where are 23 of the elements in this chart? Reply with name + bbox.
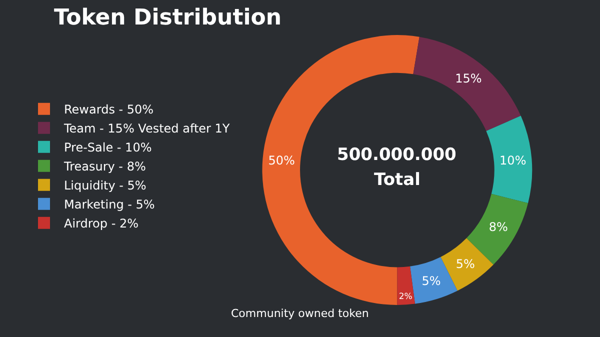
text: Community owned token bbox=[231, 307, 369, 320]
data-label: 10% bbox=[500, 153, 526, 168]
data-label: 2% bbox=[398, 292, 412, 302]
data-label: 15% bbox=[455, 71, 482, 86]
data-label: 5% bbox=[456, 256, 475, 271]
legend-label: Rewards - 50% bbox=[64, 102, 154, 117]
text: Total bbox=[374, 170, 420, 190]
chart-title: Token Distribution bbox=[54, 6, 282, 31]
donut-slice bbox=[486, 116, 532, 204]
text: 500.000.000 bbox=[337, 145, 457, 165]
legend-label: Team - 15% Vested after 1Y bbox=[63, 122, 230, 136]
legend-label: Pre-Sale - 10% bbox=[64, 140, 152, 155]
donut-slice bbox=[397, 266, 415, 305]
data-label: 8% bbox=[488, 220, 508, 234]
legend-label: Marketing - 5% bbox=[64, 198, 155, 212]
data-label: 50% bbox=[268, 153, 295, 168]
legend-label: Liquidity - 5% bbox=[64, 178, 146, 193]
donut-slice bbox=[413, 36, 521, 131]
legend-label: Treasury - 8% bbox=[63, 160, 146, 174]
data-label: 5% bbox=[422, 274, 441, 288]
donut-slice bbox=[410, 256, 458, 304]
legend-label: Airdrop - 2% bbox=[64, 216, 139, 231]
donut-slice bbox=[440, 238, 494, 291]
